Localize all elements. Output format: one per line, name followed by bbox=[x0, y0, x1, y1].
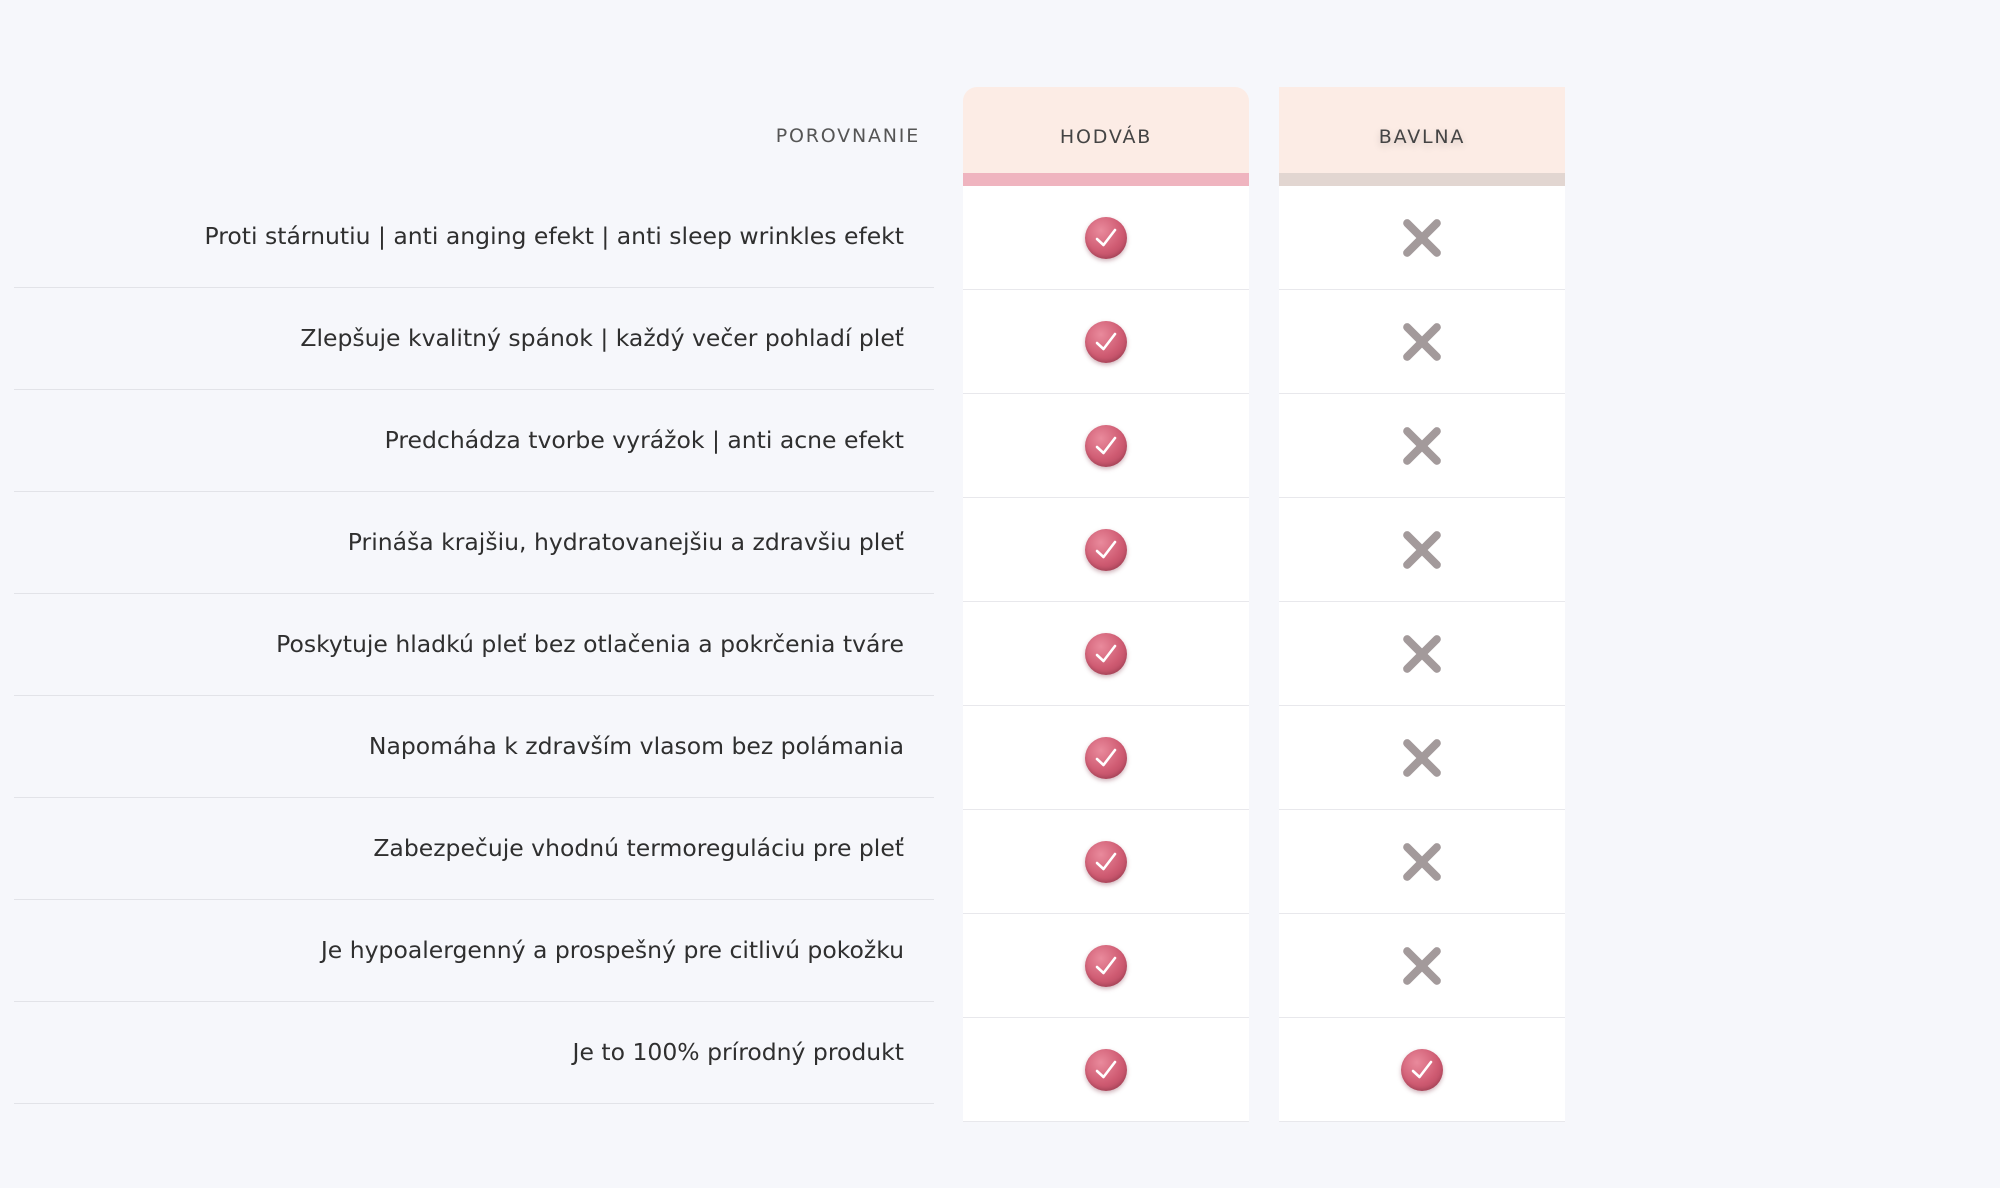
column-header-silk: HODVÁB bbox=[963, 87, 1249, 173]
feature-row-label: Zlepšuje kvalitný spánok | každý večer p… bbox=[14, 288, 934, 390]
comparison-cell bbox=[1279, 914, 1565, 1018]
check-icon bbox=[1085, 424, 1127, 467]
check-icon bbox=[1085, 944, 1127, 987]
check-icon bbox=[1085, 1048, 1127, 1091]
cotton-cells bbox=[1279, 186, 1565, 1122]
comparison-cell bbox=[963, 498, 1249, 602]
comparison-cell bbox=[963, 810, 1249, 914]
comparison-cell bbox=[963, 290, 1249, 394]
cross-icon bbox=[1400, 840, 1444, 884]
check-icon bbox=[1085, 736, 1127, 779]
column-accent-stripe bbox=[963, 173, 1249, 186]
check-icon bbox=[1085, 320, 1127, 363]
comparison-cell bbox=[1279, 498, 1565, 602]
comparison-cell bbox=[963, 1018, 1249, 1122]
cross-icon bbox=[1400, 320, 1444, 364]
feature-row-label: Proti stárnutiu | anti anging efekt | an… bbox=[14, 186, 934, 288]
cross-icon bbox=[1400, 424, 1444, 468]
column-silk: HODVÁB bbox=[963, 87, 1249, 1122]
feature-row-label: Zabezpečuje vhodnú termoreguláciu pre pl… bbox=[14, 798, 934, 900]
comparison-cell bbox=[1279, 394, 1565, 498]
feature-row-label: Je hypoalergenný a prospešný pre citlivú… bbox=[14, 900, 934, 1002]
comparison-cell bbox=[963, 186, 1249, 290]
check-icon bbox=[1085, 528, 1127, 571]
comparison-cell bbox=[963, 394, 1249, 498]
comparison-cell bbox=[1279, 810, 1565, 914]
check-icon bbox=[1085, 632, 1127, 675]
cross-icon bbox=[1400, 736, 1444, 780]
check-icon bbox=[1401, 1048, 1443, 1091]
check-icon bbox=[1085, 840, 1127, 883]
comparison-cell bbox=[963, 706, 1249, 810]
comparison-cell bbox=[963, 914, 1249, 1018]
cross-icon bbox=[1400, 528, 1444, 572]
feature-row-label: Prináša krajšiu, hydratovanejšiu a zdrav… bbox=[14, 492, 934, 594]
comparison-cell bbox=[1279, 290, 1565, 394]
cross-icon bbox=[1400, 632, 1444, 676]
cross-icon bbox=[1400, 944, 1444, 988]
feature-row-label: Predchádza tvorbe vyrážok | anti acne ef… bbox=[14, 390, 934, 492]
comparison-cell bbox=[1279, 602, 1565, 706]
comparison-header-label: POROVNANIE bbox=[775, 125, 920, 147]
comparison-cell bbox=[963, 602, 1249, 706]
check-icon bbox=[1085, 216, 1127, 259]
feature-row-label: Napomáha k zdravším vlasom bez polámania bbox=[14, 696, 934, 798]
comparison-cell bbox=[1279, 706, 1565, 810]
column-header-cotton: BAVLNA bbox=[1279, 87, 1565, 173]
column-cotton: BAVLNA bbox=[1279, 87, 1565, 1122]
comparison-cell bbox=[1279, 186, 1565, 290]
feature-list: Proti stárnutiu | anti anging efekt | an… bbox=[14, 186, 934, 1104]
feature-row-label: Poskytuje hladkú pleť bez otlačenia a po… bbox=[14, 594, 934, 696]
comparison-cell bbox=[1279, 1018, 1565, 1122]
feature-row-label: Je to 100% prírodný produkt bbox=[14, 1002, 934, 1104]
cross-icon bbox=[1400, 216, 1444, 260]
silk-cells bbox=[963, 186, 1249, 1122]
column-accent-stripe bbox=[1279, 173, 1565, 186]
